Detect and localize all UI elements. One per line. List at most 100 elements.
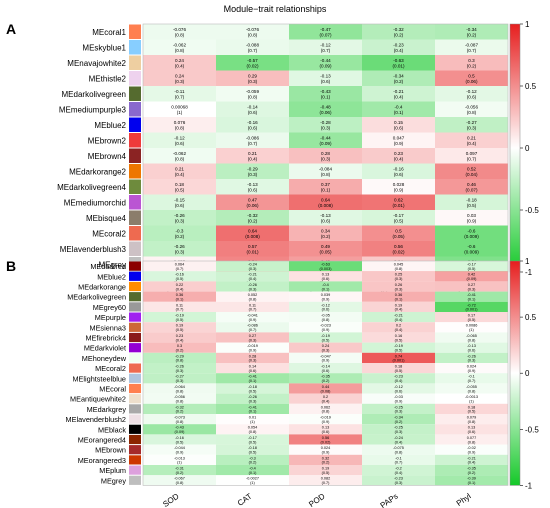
cell-pvalue: (0.9) <box>249 318 258 322</box>
cell-pvalue: (0.1) <box>176 298 185 302</box>
panel-label: B <box>6 258 16 274</box>
cell-pvalue: (0.2) <box>175 234 185 239</box>
cell-correlation: -0.25 <box>394 405 403 409</box>
cell-correlation: -0.21 <box>394 314 403 318</box>
module-color-swatch <box>129 133 141 148</box>
heatmap-cell <box>362 352 435 363</box>
cell-pvalue: (0.001) <box>392 359 405 363</box>
heatmap-cell <box>143 261 216 272</box>
row-label: MEgrey <box>101 476 126 485</box>
cell-pvalue: (0.2) <box>176 349 185 353</box>
cell-correlation: 0.56 <box>322 436 329 440</box>
row-label: MEdarkred <box>90 262 126 271</box>
cell-pvalue: (0.6) <box>322 369 331 373</box>
cell-pvalue: (0.06) <box>319 110 331 115</box>
heatmap-cell <box>289 393 362 404</box>
heatmap-cell <box>216 210 289 226</box>
cell-pvalue: (0.9) <box>322 328 331 332</box>
heatmap-cell <box>435 271 508 282</box>
cell-pvalue: (0.07) <box>465 187 477 192</box>
cell-correlation: 0.22 <box>176 283 183 287</box>
heatmap-cell <box>435 312 508 323</box>
module-color-swatch <box>129 363 141 373</box>
heatmap-cell <box>362 55 435 71</box>
heatmap-cell <box>435 261 508 272</box>
cell-pvalue: (0.7) <box>322 481 331 485</box>
cell-correlation: 0.2 <box>396 324 401 328</box>
heatmap-cell <box>362 148 435 164</box>
cell-pvalue: (0.9) <box>322 420 331 424</box>
heatmap-cell <box>435 117 508 133</box>
cell-correlation: -0.4 <box>395 105 403 110</box>
cell-pvalue: (0.8) <box>175 125 185 130</box>
heatmap-cell <box>143 475 216 486</box>
heatmap-cell <box>143 210 216 226</box>
cell-correlation: -0.6 <box>468 229 476 234</box>
cell-pvalue: (0.3) <box>248 172 258 177</box>
heatmap-cell <box>143 225 216 241</box>
legend-tick-label: 0 <box>525 369 530 378</box>
cell-pvalue: (0.5) <box>394 218 404 223</box>
cell-correlation: -0.23 <box>393 43 404 48</box>
cell-pvalue: (0.7) <box>249 328 258 332</box>
cell-correlation: -0.023 <box>320 324 331 328</box>
cell-pvalue: (0.1) <box>249 471 258 475</box>
module-color-swatch <box>129 475 141 485</box>
heatmap-cell <box>216 148 289 164</box>
heatmap-cell <box>143 39 216 55</box>
cell-pvalue: (0.2) <box>467 32 477 37</box>
cell-pvalue: (0.5) <box>395 369 404 373</box>
cell-correlation: 0.64 <box>248 229 257 234</box>
color-legend-bar <box>509 23 521 273</box>
cell-pvalue: (0.2) <box>394 32 404 37</box>
figure-title: Module−trait relationships <box>224 4 327 14</box>
heatmap-cell <box>435 148 508 164</box>
heatmap-cell <box>216 86 289 102</box>
cell-pvalue: (0.3) <box>467 125 477 130</box>
cell-pvalue: (0.6) <box>175 203 185 208</box>
cell-pvalue: (0.3) <box>468 359 477 363</box>
heatmap-cell <box>435 434 508 445</box>
module-color-swatch <box>129 117 141 132</box>
cell-correlation: -0.19 <box>321 334 330 338</box>
heatmap-cell <box>362 291 435 302</box>
cell-correlation: 0.36 <box>176 293 183 297</box>
heatmap-cell <box>289 414 362 425</box>
cell-correlation: 0.64 <box>321 198 330 203</box>
cell-pvalue: (0.6) <box>321 218 331 223</box>
cell-correlation: -0.086 <box>247 324 258 328</box>
heatmap-cell <box>143 241 216 257</box>
cell-correlation: 0.079 <box>467 416 477 420</box>
cell-correlation: -0.26 <box>248 283 257 287</box>
row-label: MEfirebrick4 <box>85 334 126 343</box>
cell-correlation: -0.12 <box>174 136 185 141</box>
heatmap-cell <box>435 475 508 486</box>
cell-pvalue: (0.009) <box>464 249 479 254</box>
cell-pvalue: (0.5) <box>322 338 331 342</box>
cell-pvalue: (0.5) <box>249 440 258 444</box>
row-label: MEbisque4 <box>86 214 127 223</box>
cell-correlation: -0.1 <box>395 456 402 460</box>
cell-correlation: 0.19 <box>322 467 329 471</box>
cell-correlation: -0.32 <box>247 213 258 218</box>
cell-pvalue: (0.02) <box>246 63 258 68</box>
heatmap-cell <box>435 194 508 210</box>
cell-pvalue: (0.5) <box>468 410 477 414</box>
cell-pvalue: (0.4) <box>394 48 404 53</box>
cell-correlation: 0.15 <box>394 120 403 125</box>
cell-pvalue: (0.8) <box>176 420 185 424</box>
heatmap-cell <box>362 24 435 40</box>
cell-pvalue: (0.05) <box>319 249 331 254</box>
heatmap-cell <box>289 70 362 86</box>
cell-correlation: -0.084 <box>319 167 332 172</box>
cell-correlation: 0.0086 <box>466 324 478 328</box>
cell-pvalue: (0.3) <box>395 277 404 281</box>
cell-pvalue: (1) <box>469 328 474 332</box>
cell-correlation: -0.16 <box>175 273 184 277</box>
cell-correlation: 0.18 <box>175 182 184 187</box>
heatmap-cell <box>143 454 216 465</box>
cell-correlation: -0.13 <box>247 182 258 187</box>
cell-pvalue: (0.5) <box>395 338 404 342</box>
cell-correlation: 0.62 <box>394 198 403 203</box>
heatmap-cell <box>216 132 289 148</box>
